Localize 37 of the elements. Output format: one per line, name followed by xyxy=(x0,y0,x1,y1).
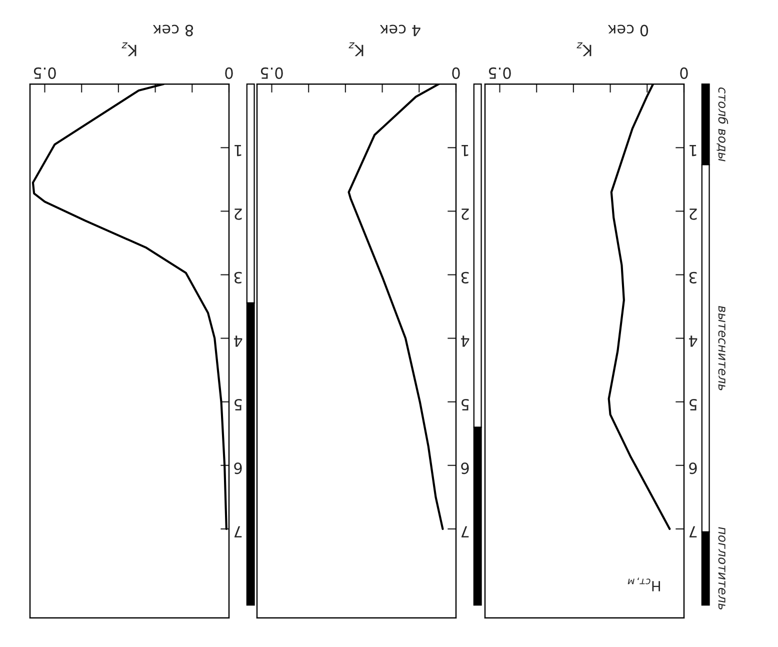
y2-tick-label: 5 xyxy=(690,398,697,410)
y2-tick-label: 3 xyxy=(234,272,242,284)
chart-title: 0 сек xyxy=(608,24,648,36)
y2-tick-label: 6 xyxy=(461,462,469,474)
y2-tick-label: 4 xyxy=(689,336,698,347)
y2-tick-label: 1 xyxy=(462,145,468,156)
y2-tick-label: 7 xyxy=(461,526,469,538)
y2-axis-title: H$_{ст,м}$ xyxy=(628,578,660,592)
x-axis-title: K$_{z}$ xyxy=(576,42,592,56)
chart-title: 8 сек xyxy=(152,24,194,36)
text: поглотитель xyxy=(718,527,726,610)
x-tick-label: 0.5 xyxy=(34,67,56,79)
y2-tick-label: 1 xyxy=(234,145,242,156)
y2-tick-label: 5 xyxy=(234,398,242,410)
y2-tick-label: 6 xyxy=(689,462,697,474)
y2-tick-label: 3 xyxy=(461,272,469,284)
y2-tick-label: 1 xyxy=(690,145,696,156)
x-tick-label: 0.5 xyxy=(488,67,511,79)
x-tick-label: 0 xyxy=(680,67,688,79)
x-tick-label: 0 xyxy=(225,67,233,79)
y2-tick-label: 2 xyxy=(234,208,242,220)
y2-tick-label: 7 xyxy=(689,526,697,538)
chart-title: 4 сек xyxy=(380,24,420,36)
x-tick-label: 0 xyxy=(452,67,460,79)
y2-tick-label: 3 xyxy=(689,272,697,284)
x-axis-title: K$_{z}$ xyxy=(348,42,364,56)
y2-tick-label: 4 xyxy=(461,336,470,347)
y2-tick-label: 4 xyxy=(234,336,242,347)
y2-tick-label: 2 xyxy=(690,208,697,220)
y2-tick-label: 2 xyxy=(462,208,469,220)
y2-tick-label: 5 xyxy=(462,398,469,410)
x-axis-title: K$_{z}$ xyxy=(122,42,136,56)
text: столб воды xyxy=(716,87,728,162)
x-tick-label: 0.5 xyxy=(260,67,283,79)
y2-tick-label: 6 xyxy=(234,462,242,474)
y2-tick-label: 7 xyxy=(234,526,242,538)
text: вытеснитель xyxy=(718,306,726,390)
